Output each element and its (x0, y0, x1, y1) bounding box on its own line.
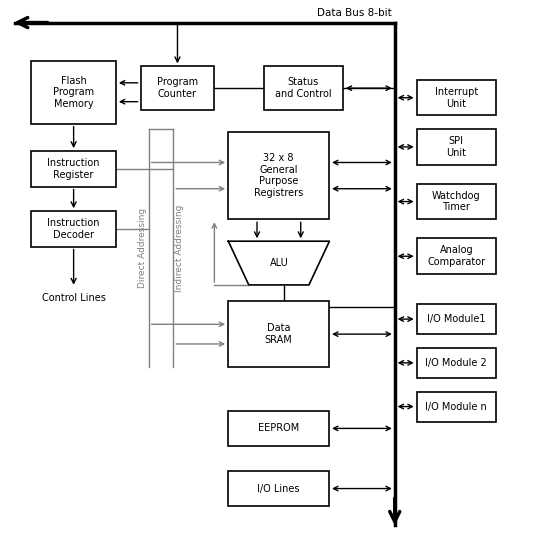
Bar (141, 66, 214, 110)
Bar (264, 66, 343, 110)
Bar (417, 391, 496, 421)
Text: Flash
Program
Memory: Flash Program Memory (53, 76, 94, 109)
Text: I/O Module1: I/O Module1 (427, 314, 485, 324)
Bar (417, 304, 496, 334)
Text: Status
and Control: Status and Control (275, 77, 332, 99)
Text: EEPROM: EEPROM (258, 424, 299, 433)
Text: Data Bus 8-bit: Data Bus 8-bit (317, 8, 392, 18)
Text: Instruction
Register: Instruction Register (47, 158, 100, 180)
Bar (31, 211, 116, 247)
Text: Program
Counter: Program Counter (157, 77, 198, 99)
Text: Interrupt
Unit: Interrupt Unit (435, 87, 478, 109)
Text: Instruction
Decoder: Instruction Decoder (47, 218, 100, 239)
Bar (417, 238, 496, 274)
Bar (417, 184, 496, 219)
Text: I/O Module n: I/O Module n (425, 402, 487, 412)
Text: ALU: ALU (270, 258, 288, 268)
Bar (417, 348, 496, 378)
Polygon shape (228, 241, 329, 285)
Text: SPI
Unit: SPI Unit (446, 136, 466, 158)
Text: Indirect Addressing: Indirect Addressing (176, 204, 184, 292)
Bar (31, 61, 116, 124)
Bar (228, 410, 329, 446)
Bar (228, 132, 329, 219)
Bar (228, 471, 329, 506)
Text: I/O Module 2: I/O Module 2 (425, 358, 487, 368)
Text: Watchdog
Timer: Watchdog Timer (432, 191, 480, 213)
Text: Control Lines: Control Lines (42, 293, 105, 303)
Bar (228, 301, 329, 367)
Bar (31, 151, 116, 186)
Text: 32 x 8
General
Purpose
Registrers: 32 x 8 General Purpose Registrers (254, 153, 303, 198)
Bar (417, 80, 496, 116)
Text: Analog
Comparator: Analog Comparator (427, 246, 485, 267)
Bar (417, 129, 496, 165)
Text: Direct Addressing: Direct Addressing (138, 208, 147, 288)
Text: Data
SRAM: Data SRAM (265, 323, 293, 345)
Text: I/O Lines: I/O Lines (257, 483, 300, 494)
